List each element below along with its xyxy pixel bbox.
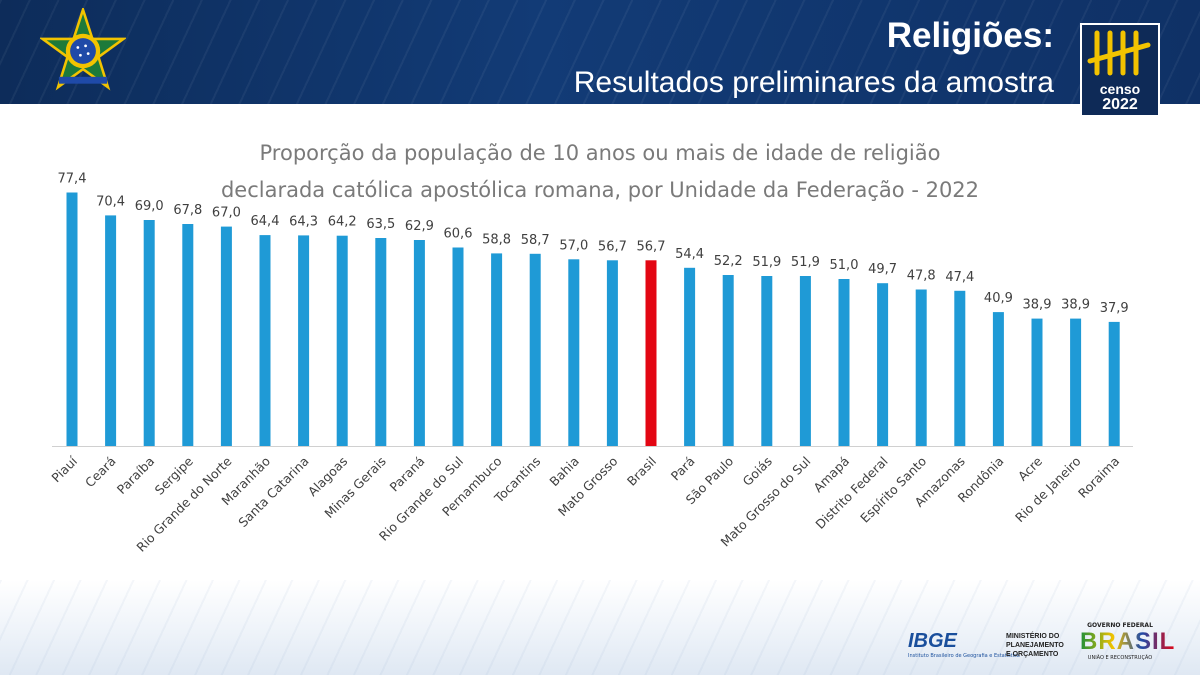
data-label: 62,9 xyxy=(405,219,434,234)
censo-logo: censo 2022 xyxy=(1080,23,1160,117)
censo-word: censo xyxy=(1099,81,1141,97)
x-tick-label: Bahia xyxy=(546,454,582,490)
bar xyxy=(761,276,773,446)
data-label: 47,4 xyxy=(945,270,974,285)
ministry-line: PLANEJAMENTO xyxy=(1006,642,1064,649)
x-tick-label: Ceará xyxy=(82,454,119,491)
gov-brasil-text: BRASIL xyxy=(1080,628,1176,655)
ministry-line: E ORÇAMENTO xyxy=(1006,651,1059,658)
data-label: 63,5 xyxy=(366,217,395,232)
x-tick-label: Piauí xyxy=(48,453,80,485)
x-tick-label: Brasil xyxy=(624,454,659,489)
data-label: 60,6 xyxy=(444,227,473,242)
data-label: 67,0 xyxy=(212,206,241,221)
censo-year: 2022 xyxy=(1102,96,1138,113)
coat-of-arms-icon xyxy=(40,8,126,91)
bar xyxy=(877,283,889,446)
data-label: 51,9 xyxy=(791,255,820,270)
chart-title-line-2: declarada católica apostólica romana, po… xyxy=(220,178,980,202)
bar xyxy=(1031,318,1043,446)
data-label: 38,9 xyxy=(1061,298,1090,313)
ibge-full-name: Instituto Brasileiro de Geografia e Esta… xyxy=(908,653,1020,659)
data-label: 49,7 xyxy=(868,262,897,277)
gov-tagline: UNIÃO E RECONSTRUÇÃO xyxy=(1087,655,1153,661)
bar xyxy=(259,235,271,446)
bar xyxy=(66,192,78,446)
footer-band xyxy=(0,580,1200,675)
ibge-logo-text: IBGE xyxy=(908,630,957,652)
bar xyxy=(684,267,696,446)
data-label: 56,7 xyxy=(637,239,666,254)
data-label: 54,4 xyxy=(675,247,704,262)
bar xyxy=(413,240,425,446)
censo-tally-icon xyxy=(1087,30,1151,76)
data-label: 52,2 xyxy=(714,254,743,269)
data-label: 37,9 xyxy=(1100,301,1129,316)
bar xyxy=(105,215,117,446)
bar xyxy=(375,238,387,446)
x-tick-label: Pará xyxy=(668,454,698,484)
bar xyxy=(606,260,618,446)
data-label: 64,2 xyxy=(328,215,357,230)
data-label: 64,4 xyxy=(251,214,280,229)
bar xyxy=(182,224,194,446)
bar xyxy=(799,276,811,446)
bar xyxy=(452,247,464,446)
bar xyxy=(954,290,966,446)
data-label: 38,9 xyxy=(1023,298,1052,313)
bar xyxy=(568,259,580,446)
data-label: 67,8 xyxy=(173,203,202,218)
data-label: 58,7 xyxy=(521,233,550,248)
bar xyxy=(529,253,541,446)
bar xyxy=(336,235,348,446)
bar xyxy=(220,226,232,446)
data-label: 51,9 xyxy=(752,255,781,270)
chart-title-line-1: Proporção da população de 10 anos ou mai… xyxy=(259,141,941,165)
ministry-logo: MINISTÉRIO DO PLANEJAMENTO E ORÇAMENTO xyxy=(1006,632,1064,659)
bar xyxy=(722,275,734,446)
bar xyxy=(1070,318,1082,446)
ministry-line: MINISTÉRIO DO xyxy=(1006,633,1060,640)
data-label: 69,0 xyxy=(135,199,164,214)
data-label: 51,0 xyxy=(830,258,859,273)
bar-highlight xyxy=(645,260,657,446)
page-title: Religiões: xyxy=(886,16,1054,55)
bar xyxy=(491,253,503,446)
x-tick-label: Roraima xyxy=(1075,454,1122,501)
bar xyxy=(915,289,927,446)
x-tick-label: Paraíba xyxy=(114,454,157,497)
gov-brasil-word: BRASIL xyxy=(1080,629,1174,655)
bar xyxy=(298,235,310,446)
bar xyxy=(838,279,850,446)
page-subtitle: Resultados preliminares da amostra xyxy=(573,66,1054,99)
data-label: 57,0 xyxy=(559,238,588,253)
bar xyxy=(143,220,155,446)
header-banner: Religiões: Resultados preliminares da am… xyxy=(0,0,1200,104)
data-label: 70,4 xyxy=(96,194,125,209)
x-tick-label: Santa Catarina xyxy=(235,454,312,531)
government-logo: GOVERNO FEDERAL BRASIL UNIÃO E RECONSTRU… xyxy=(1080,622,1174,661)
data-label: 47,8 xyxy=(907,269,936,284)
data-label: 56,7 xyxy=(598,239,627,254)
x-tick-label: Acre xyxy=(1015,453,1045,483)
data-label: 40,9 xyxy=(984,291,1013,306)
bar xyxy=(992,312,1004,446)
x-tick-label: Goiás xyxy=(740,454,775,489)
gov-top-text: GOVERNO FEDERAL xyxy=(1087,622,1153,629)
bar xyxy=(1108,321,1120,446)
ibge-logo: IBGE xyxy=(908,630,957,653)
data-label: 77,4 xyxy=(58,172,87,187)
data-label: 64,3 xyxy=(289,214,318,229)
data-label: 58,8 xyxy=(482,232,511,247)
